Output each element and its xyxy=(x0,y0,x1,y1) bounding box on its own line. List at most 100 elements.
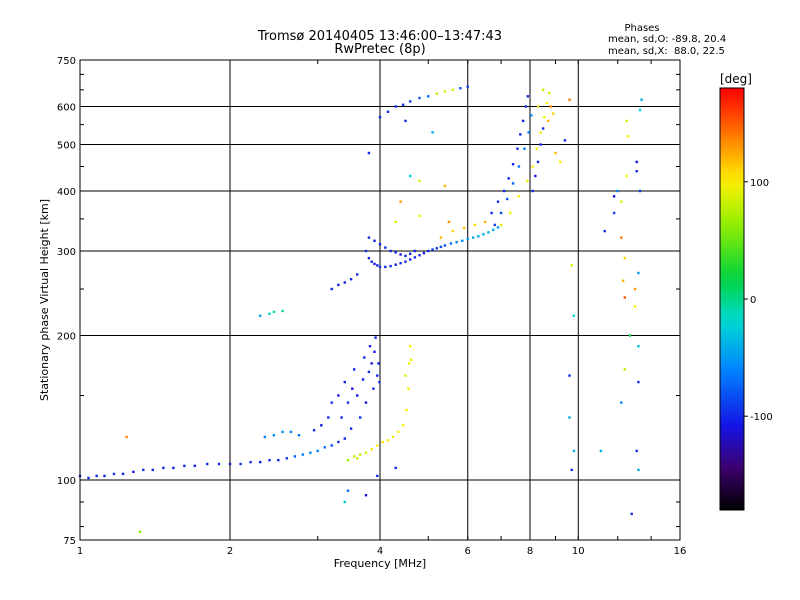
data-point xyxy=(483,220,487,224)
data-point xyxy=(337,394,340,397)
data-point xyxy=(277,459,280,462)
data-point xyxy=(524,105,528,108)
y-tick-label: 600 xyxy=(57,103,76,114)
data-point xyxy=(521,119,525,123)
data-point xyxy=(281,309,284,313)
data-point xyxy=(471,236,475,239)
data-point xyxy=(507,177,510,180)
data-point xyxy=(493,223,496,227)
data-point xyxy=(418,254,421,257)
data-point xyxy=(183,464,186,468)
data-point xyxy=(635,160,638,164)
data-point xyxy=(490,211,493,215)
data-point xyxy=(268,459,271,462)
data-point xyxy=(431,248,434,251)
data-point xyxy=(637,468,640,472)
data-point xyxy=(259,314,262,317)
data-point xyxy=(394,251,397,254)
data-point xyxy=(499,211,503,215)
data-point xyxy=(534,174,537,178)
data-point xyxy=(373,262,376,266)
data-point xyxy=(477,235,480,238)
data-point xyxy=(323,446,326,449)
data-point xyxy=(409,174,412,178)
data-point xyxy=(364,451,368,454)
data-point xyxy=(563,139,567,142)
data-point xyxy=(496,200,500,203)
data-point xyxy=(545,101,549,105)
data-point xyxy=(193,464,196,468)
data-point xyxy=(409,252,412,255)
data-point xyxy=(370,362,373,365)
data-point xyxy=(541,88,545,91)
data-point xyxy=(389,264,392,268)
data-point xyxy=(125,435,128,439)
data-point xyxy=(461,239,464,242)
data-point xyxy=(603,229,606,233)
data-point xyxy=(356,273,359,276)
data-point xyxy=(620,401,623,404)
data-point xyxy=(337,283,340,287)
data-point xyxy=(386,110,390,113)
data-point xyxy=(616,189,619,193)
data-point xyxy=(410,358,413,361)
data-point xyxy=(349,427,353,430)
data-point xyxy=(568,98,571,101)
y-tick-label: 750 xyxy=(57,56,76,67)
x-tick-label: 1 xyxy=(77,546,83,557)
y-tick-label: 200 xyxy=(57,332,76,343)
data-point xyxy=(103,474,106,478)
data-point xyxy=(132,470,135,474)
data-point xyxy=(640,98,643,101)
data-point xyxy=(413,249,417,253)
data-point xyxy=(367,236,371,239)
data-point xyxy=(536,105,540,108)
data-point xyxy=(568,416,571,419)
x-tick-label: 16 xyxy=(674,546,687,557)
y-tick-label: 100 xyxy=(57,476,76,487)
data-point xyxy=(413,256,417,259)
data-point xyxy=(466,237,469,241)
colorbar-tick-label: 100 xyxy=(750,178,769,189)
data-point xyxy=(297,434,301,437)
data-point xyxy=(625,174,628,178)
data-point xyxy=(451,229,454,233)
data-point xyxy=(435,247,438,250)
data-point xyxy=(343,380,346,384)
data-point xyxy=(625,119,628,123)
data-point xyxy=(353,368,356,371)
data-point xyxy=(372,387,375,390)
plot-frame xyxy=(79,59,681,541)
data-point xyxy=(343,281,346,284)
data-point xyxy=(531,189,534,193)
data-point xyxy=(370,447,373,451)
data-point xyxy=(620,200,623,203)
data-point xyxy=(217,462,221,466)
data-point xyxy=(633,305,637,308)
data-point xyxy=(259,460,262,464)
data-point xyxy=(394,105,397,108)
data-point xyxy=(487,231,490,234)
data-point xyxy=(361,378,365,381)
data-point xyxy=(638,108,642,112)
x-tick-label: 6 xyxy=(465,546,471,557)
data-point xyxy=(95,474,98,478)
data-point xyxy=(621,279,625,282)
data-point xyxy=(492,228,495,232)
data-point xyxy=(404,254,407,258)
data-point xyxy=(138,530,142,533)
data-point xyxy=(447,220,451,224)
data-point xyxy=(346,459,350,462)
data-point xyxy=(439,236,443,239)
chart-title: Tromsø 20140405 13:46:00–13:47:43 xyxy=(257,29,502,44)
data-point xyxy=(337,440,340,444)
data-point xyxy=(162,466,165,470)
data-point xyxy=(404,260,407,263)
y-axis-label: Stationary phase Virtual Height [km] xyxy=(38,199,51,401)
data-point xyxy=(376,444,379,447)
data-point xyxy=(151,468,154,472)
data-point xyxy=(272,310,276,314)
data-point xyxy=(628,334,632,337)
data-point xyxy=(309,451,312,454)
